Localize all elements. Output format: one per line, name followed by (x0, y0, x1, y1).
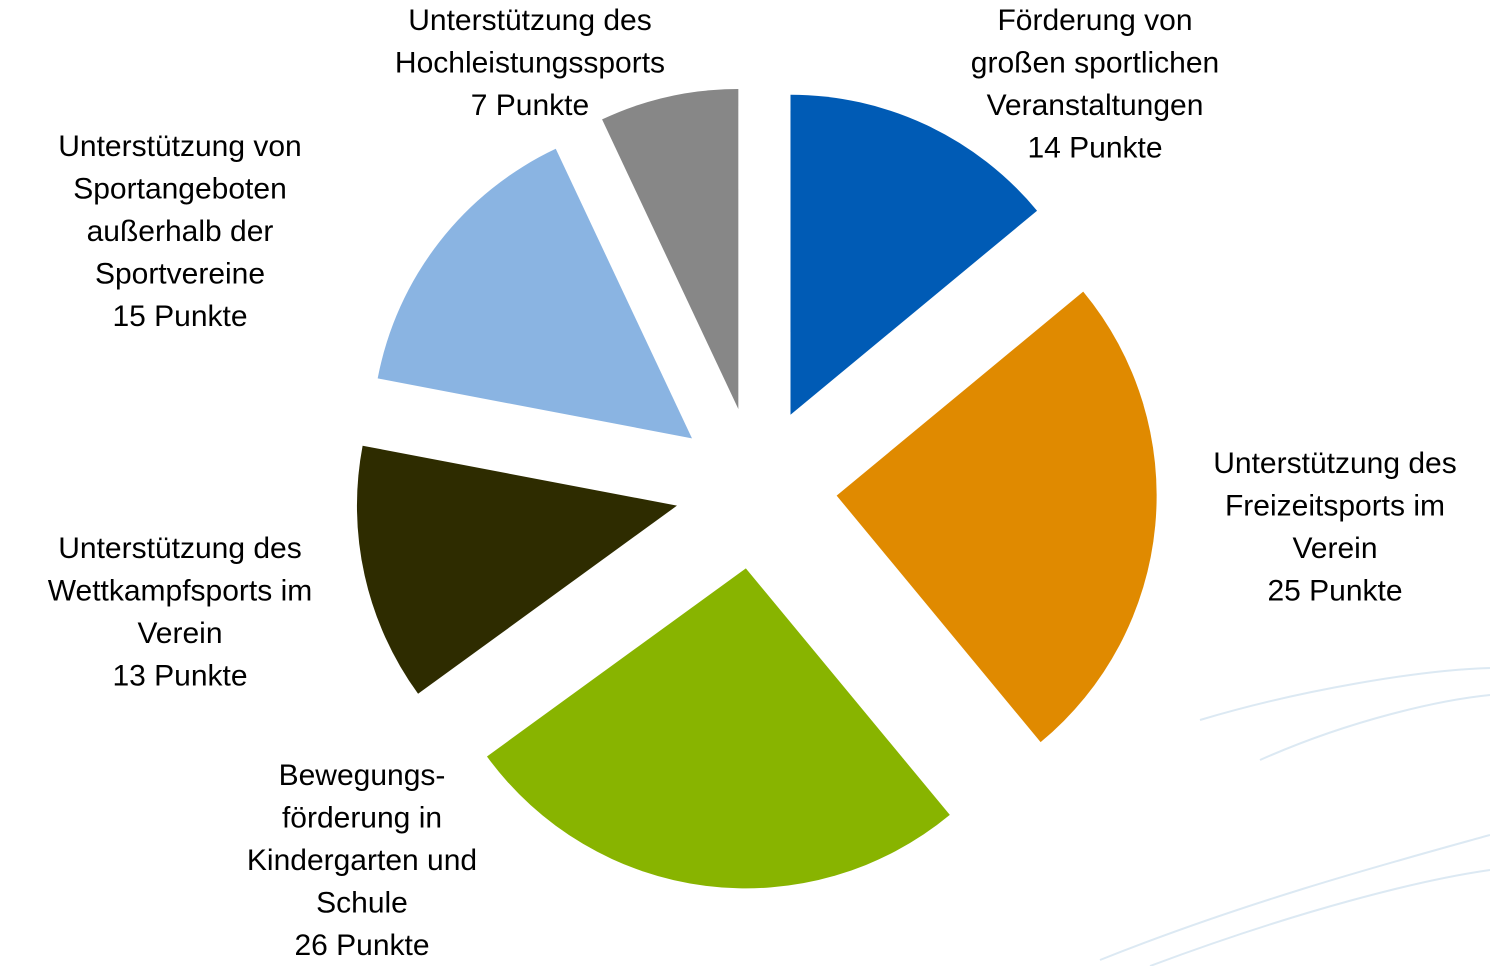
pie-slice (790, 94, 1038, 415)
slice-label: Hochleistungssports (395, 46, 665, 79)
pie-slice (836, 291, 1157, 743)
slice-label: Unterstützung des (408, 4, 651, 37)
slice-label: Sportangeboten (73, 172, 287, 205)
pie-slice (602, 88, 739, 409)
slice-label: Wettkampfsports im (48, 574, 313, 607)
value-label: 14 Punkte (1027, 131, 1162, 164)
slice-label: Unterstützung von (58, 130, 301, 163)
slice-label: großen sportlichen (971, 46, 1219, 79)
slice-label: außerhalb der (87, 215, 274, 248)
background-swoosh (1099, 667, 1490, 966)
slice-label: Verein (1292, 532, 1377, 565)
value-label: 25 Punkte (1267, 574, 1402, 607)
slice-label: Unterstützung des (1213, 447, 1456, 480)
value-label: 26 Punkte (294, 929, 429, 962)
pie-slice (486, 568, 950, 889)
pie-slice (356, 445, 677, 694)
pie-slice (377, 148, 692, 439)
value-label: 7 Punkte (471, 89, 589, 122)
value-label: 13 Punkte (112, 659, 247, 692)
slice-label: Unterstützung des (58, 532, 301, 565)
slice-label: Sportvereine (95, 257, 265, 290)
slice-label: förderung in (282, 801, 442, 834)
slice-label: Freizeitsports im (1225, 489, 1445, 522)
slice-label: Schule (316, 886, 408, 919)
slice-label: Bewegungs- (279, 759, 446, 792)
slice-label: Veranstaltungen (987, 89, 1204, 122)
slice-label: Förderung von (997, 4, 1192, 37)
value-label: 15 Punkte (112, 300, 247, 333)
slice-label: Kindergarten und (247, 844, 477, 877)
slice-label: Verein (137, 617, 222, 650)
